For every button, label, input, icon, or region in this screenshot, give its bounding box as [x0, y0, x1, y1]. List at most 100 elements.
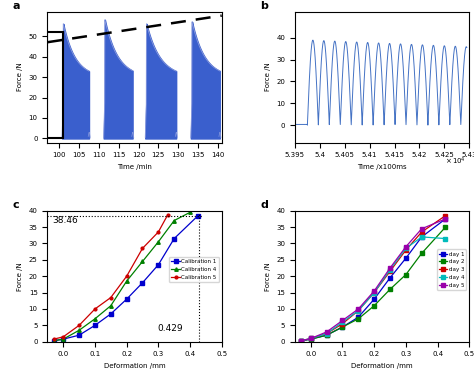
day 5 — [308, 336, 314, 341]
day 3 — [387, 269, 393, 274]
day 5 — [443, 217, 448, 221]
Line: day 1: day 1 — [300, 217, 447, 342]
day 1 — [387, 276, 393, 280]
Calibration 4 — [155, 240, 161, 244]
Line: day 2: day 2 — [300, 225, 447, 342]
Calibration 5 — [76, 323, 82, 328]
Calibration 1 — [140, 280, 146, 285]
Line: Calibration 1: Calibration 1 — [52, 214, 200, 343]
X-axis label: Time /x100ms: Time /x100ms — [357, 164, 407, 170]
day 3 — [419, 230, 425, 234]
Calibration 4 — [124, 279, 129, 283]
X-axis label: Time /min: Time /min — [117, 164, 152, 170]
day 5 — [299, 338, 304, 343]
day 3 — [340, 321, 346, 326]
Bar — [47, 32, 63, 139]
Calibration 1 — [76, 333, 82, 338]
Text: c: c — [12, 200, 19, 210]
day 5 — [340, 318, 346, 323]
Calibration 4 — [76, 328, 82, 333]
Line: day 3: day 3 — [300, 214, 447, 342]
Calibration 4 — [187, 210, 193, 215]
Text: $\times\,10^4$: $\times\,10^4$ — [445, 156, 465, 167]
Line: Calibration 4: Calibration 4 — [52, 210, 192, 343]
Calibration 5 — [51, 337, 56, 341]
day 5 — [403, 245, 409, 249]
day 4 — [356, 308, 361, 313]
Y-axis label: Force /N: Force /N — [17, 63, 23, 91]
day 2 — [324, 333, 329, 338]
Text: 38.46: 38.46 — [53, 215, 78, 225]
X-axis label: Deformation /mm: Deformation /mm — [351, 363, 413, 369]
Text: d: d — [260, 200, 268, 210]
Line: Calibration 5: Calibration 5 — [52, 213, 169, 341]
day 4 — [308, 336, 314, 341]
day 4 — [443, 236, 448, 241]
day 3 — [443, 214, 448, 218]
Y-axis label: Force /N: Force /N — [17, 262, 23, 291]
day 2 — [443, 225, 448, 229]
day 1 — [299, 338, 304, 343]
day 5 — [371, 289, 377, 293]
Calibration 5 — [60, 334, 66, 339]
Calibration 4 — [140, 259, 146, 264]
Calibration 4 — [108, 303, 114, 308]
day 4 — [299, 338, 304, 343]
day 2 — [403, 272, 409, 277]
Line: day 5: day 5 — [300, 217, 447, 342]
day 1 — [371, 297, 377, 301]
Calibration 5 — [165, 212, 171, 217]
day 3 — [308, 336, 314, 341]
Y-axis label: Force /N: Force /N — [264, 63, 271, 91]
Calibration 5 — [108, 295, 114, 300]
day 5 — [324, 329, 329, 334]
day 1 — [443, 217, 448, 221]
day 4 — [403, 246, 409, 251]
Calibration 1 — [155, 263, 161, 267]
Legend: day 1, day 2, day 3, day 4, day 5: day 1, day 2, day 3, day 4, day 5 — [437, 249, 466, 290]
day 4 — [371, 290, 377, 295]
Calibration 5 — [155, 230, 161, 234]
Calibration 5 — [92, 307, 98, 311]
day 2 — [387, 287, 393, 291]
day 1 — [419, 235, 425, 239]
day 1 — [340, 325, 346, 329]
day 3 — [299, 338, 304, 343]
day 4 — [387, 267, 393, 272]
Calibration 1 — [108, 311, 114, 316]
day 1 — [324, 333, 329, 338]
day 4 — [324, 331, 329, 336]
day 1 — [356, 315, 361, 319]
day 1 — [308, 337, 314, 341]
day 3 — [356, 308, 361, 313]
Text: b: b — [260, 1, 268, 11]
Calibration 5 — [124, 274, 129, 278]
Text: a: a — [12, 1, 20, 11]
X-axis label: Deformation /mm: Deformation /mm — [104, 363, 165, 369]
Calibration 1 — [92, 323, 98, 328]
Calibration 1 — [51, 338, 56, 343]
day 3 — [324, 331, 329, 336]
Calibration 4 — [92, 316, 98, 321]
Calibration 4 — [60, 337, 66, 341]
Calibration 1 — [195, 214, 201, 218]
Calibration 1 — [60, 337, 66, 341]
day 5 — [356, 307, 361, 311]
Legend: Calibration 1, Calibration 4, Calibration 5: Calibration 1, Calibration 4, Calibratio… — [169, 257, 219, 282]
day 2 — [299, 338, 304, 343]
day 3 — [403, 248, 409, 252]
Y-axis label: Force /N: Force /N — [264, 262, 271, 291]
Calibration 4 — [51, 338, 56, 343]
day 2 — [419, 251, 425, 256]
day 2 — [371, 303, 377, 308]
day 2 — [356, 316, 361, 321]
day 2 — [340, 325, 346, 329]
Calibration 4 — [171, 218, 177, 223]
day 2 — [308, 337, 314, 341]
day 5 — [387, 266, 393, 270]
day 1 — [403, 256, 409, 260]
day 5 — [419, 227, 425, 231]
Line: day 4: day 4 — [300, 235, 447, 342]
day 4 — [419, 235, 425, 239]
Text: 0.429: 0.429 — [157, 324, 183, 333]
